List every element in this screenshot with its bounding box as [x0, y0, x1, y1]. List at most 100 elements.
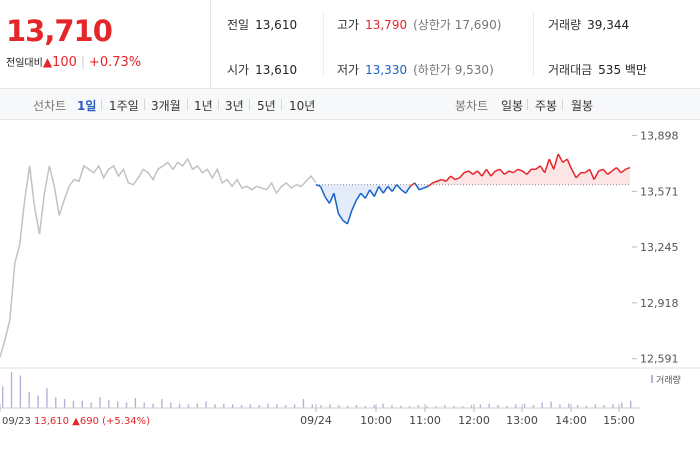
- up-area: [612, 167, 617, 185]
- volume-legend-label: 거래량: [656, 374, 681, 386]
- volume-bar: [302, 399, 305, 408]
- volume-bar: [382, 403, 384, 408]
- upper-limit: (상한가 17,690): [413, 18, 502, 32]
- up-segment: [557, 153, 564, 163]
- up-area: [450, 176, 456, 185]
- x-tick-label: 13:00: [506, 414, 538, 427]
- up-segment: [620, 168, 626, 174]
- y-tick-label: 12,918: [640, 297, 679, 310]
- tab-1-day[interactable]: 1일: [77, 99, 97, 113]
- tab-5-years[interactable]: 5년: [257, 99, 276, 113]
- up-segment: [611, 166, 617, 172]
- up-segment: [409, 182, 416, 187]
- up-area: [621, 169, 626, 185]
- stat-label: 시가: [227, 63, 250, 77]
- divider: [562, 99, 563, 110]
- current-price: 13,710: [6, 14, 113, 48]
- up-segment: [441, 178, 447, 182]
- down-segment: [337, 213, 344, 221]
- up-segment: [575, 172, 582, 179]
- up-area: [490, 170, 496, 185]
- stat-value: 39,344: [587, 18, 630, 32]
- volume-legend-swatch: [651, 375, 653, 383]
- tab-10-years[interactable]: 10년: [289, 99, 316, 113]
- up-segment: [548, 158, 555, 170]
- volume-bar: [196, 403, 198, 408]
- y-tick-label: 12,591: [640, 353, 679, 366]
- x-tick-label: 12:00: [458, 414, 490, 427]
- volume-bar: [355, 405, 358, 408]
- down-area: [351, 184, 357, 211]
- up-area: [549, 159, 554, 185]
- volume-bar: [479, 404, 482, 408]
- divider: [249, 99, 250, 110]
- volume-bar: [72, 400, 75, 408]
- volume-bar: [55, 397, 57, 408]
- stat-value: 535 백만: [598, 63, 647, 77]
- up-area: [625, 167, 630, 185]
- volume-bar: [143, 402, 145, 408]
- up-segment: [517, 168, 523, 172]
- up-area: [477, 170, 482, 185]
- volume-bar: [285, 405, 287, 408]
- tab-1-week[interactable]: 1주일: [109, 99, 139, 113]
- volume-bar: [178, 403, 181, 408]
- y-tick-label: 13,898: [640, 129, 679, 142]
- volume-bar: [603, 405, 605, 408]
- tab-1-year[interactable]: 1년: [194, 99, 213, 113]
- up-area: [481, 169, 487, 185]
- volume-bar: [515, 404, 517, 408]
- volume-bar: [426, 405, 428, 408]
- stat-open: 시가 13,610: [227, 61, 297, 78]
- up-segment: [615, 167, 622, 174]
- down-segment: [378, 185, 384, 194]
- prev-day-change: 13,610 ▲690 (+5.34%): [34, 416, 150, 427]
- up-segment: [436, 178, 442, 182]
- tab-monthly-candle[interactable]: 월봉: [571, 99, 594, 113]
- up-segment: [512, 168, 519, 174]
- volume-bar: [320, 405, 322, 408]
- down-segment: [414, 182, 420, 191]
- up-area: [464, 170, 469, 185]
- tab-weekly-candle[interactable]: 주봉: [535, 99, 558, 113]
- x-tick-label: 15:00: [603, 414, 635, 427]
- up-area: [499, 169, 505, 185]
- stat-low: 저가 13,330 (하한가 9,530): [337, 61, 494, 78]
- up-segment: [472, 170, 478, 176]
- volume-bar: [81, 400, 84, 408]
- stat-prev-close: 전일 13,610: [227, 16, 297, 33]
- down-area: [419, 184, 424, 190]
- volume-bar: [400, 405, 402, 408]
- down-area: [347, 184, 352, 224]
- volume-bar: [267, 403, 269, 408]
- down-segment: [382, 185, 389, 194]
- down-segment: [418, 187, 424, 191]
- volume-bar: [576, 405, 579, 408]
- volume-bar: [240, 405, 243, 408]
- down-segment: [400, 189, 407, 194]
- down-segment: [369, 189, 375, 198]
- volume-bar: [311, 404, 313, 408]
- down-segment: [342, 219, 348, 225]
- down-area: [356, 184, 361, 201]
- up-area: [495, 169, 500, 185]
- down-segment: [364, 189, 371, 199]
- up-arrow-icon: ▲: [42, 55, 53, 69]
- up-segment: [468, 170, 474, 176]
- up-segment: [539, 165, 546, 174]
- tab-3-years[interactable]: 3년: [225, 99, 244, 113]
- divider: [527, 99, 528, 110]
- tab-daily-candle[interactable]: 일봉: [501, 99, 524, 113]
- tab-3-months[interactable]: 3개월: [151, 99, 181, 113]
- volume-bar: [90, 402, 92, 408]
- up-segment: [593, 170, 600, 180]
- down-segment: [391, 184, 398, 192]
- up-area: [535, 165, 541, 185]
- up-segment: [598, 168, 604, 172]
- volume-bar: [391, 405, 393, 408]
- quote-header: 13,710 전일대비▲100 | +0.73% 전일 13,610 시가 13,610…: [0, 0, 700, 88]
- volume-bar: [134, 397, 137, 408]
- up-segment: [432, 180, 438, 184]
- volume-bar: [594, 404, 597, 408]
- prev-day-summary: 09/23 13,610 ▲690 (+5.34%): [2, 416, 150, 427]
